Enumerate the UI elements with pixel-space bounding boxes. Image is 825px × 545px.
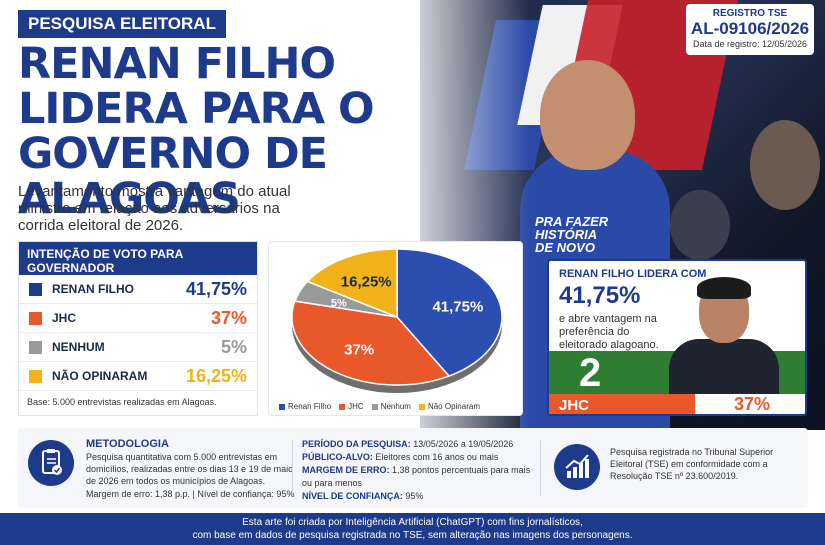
headline-line: LIDERA PARA O: [18, 84, 375, 134]
crowd-person: [750, 120, 820, 210]
legend-label: Renan Filho: [288, 402, 332, 411]
clipboard-icon: [28, 440, 74, 486]
pie-label: 41,75%: [432, 299, 483, 316]
color-swatch: [29, 369, 42, 383]
vote-row: NÃO OPINARAM 16,25%: [19, 362, 257, 391]
pie-slice: [396, 248, 503, 377]
vote-base-note: Base: 5.000 entrevistas realizadas em Al…: [27, 397, 217, 407]
detail-label: PÚBLICO-ALVO:: [302, 452, 373, 462]
vote-name: NENHUM: [52, 340, 105, 354]
methodology-text: Pesquisa quantitativa com 5.000 entrevis…: [86, 452, 294, 486]
rival-name: JHC: [549, 394, 695, 414]
pie-slice: [291, 300, 451, 386]
vote-row: NENHUM 5%: [19, 333, 257, 362]
rival-value: 37%: [695, 394, 805, 414]
legend-swatch: [371, 403, 378, 410]
headline-line: GOVERNO DE ALAGOAS: [18, 129, 328, 224]
footer-line: Esta arte foi criada por Inteligência Ar…: [242, 517, 583, 528]
vote-panel-header: INTENÇÃO DE VOTO PARA GOVERNADOR (ESTIMU…: [19, 242, 257, 284]
pie-slice: [306, 248, 398, 319]
pie-label: 16,25%: [341, 273, 392, 290]
candidate-head: [540, 60, 635, 170]
headline-line: RENAN FILHO: [18, 39, 336, 89]
legend-swatch: [279, 403, 285, 410]
legend-label: Nenhum: [380, 402, 411, 411]
headline: RENAN FILHO LIDERA PARA O GOVERNO DE ALA…: [18, 42, 438, 222]
leader-percent: 41,75%: [559, 282, 641, 309]
vote-row: RENAN FILHO 41,75%: [19, 275, 257, 304]
legend-item: Renan Filho: [279, 402, 331, 411]
leader-card: RENAN FILHO LIDERA COM 41,75% e abre van…: [547, 259, 807, 416]
shirt-line: HISTÓRIA: [535, 227, 598, 242]
pie-label: 37%: [344, 342, 374, 359]
detail-value: 95%: [405, 491, 424, 501]
vote-name: NÃO OPINARAM: [52, 369, 148, 383]
detail-line: MARGEM DE ERRO: 1,38 pontos percentuais …: [302, 464, 542, 490]
pie-legend: Renan Filho JHC Nenhum Não Opinaram: [279, 402, 480, 411]
vote-name: JHC: [52, 311, 77, 325]
pie-chart-panel: 41,75% 37% 5% 16,25% Renan Filho JHC Nenhum Nã…: [268, 241, 523, 416]
footer-line: com base em dados de pesquisa registrada…: [192, 530, 633, 541]
legend-swatch: [418, 403, 425, 410]
rival-hair: [697, 277, 751, 299]
color-swatch: [29, 311, 42, 325]
detail-label: NÍVEL DE CONFIANÇA:: [302, 491, 403, 501]
vote-value: 16,25%: [185, 365, 247, 386]
legend-label: JHC: [348, 402, 364, 411]
methodology-margin: Margem de erro: 1,38 p.p. | Nível de con…: [86, 489, 295, 499]
vote-intention-panel: INTENÇÃO DE VOTO PARA GOVERNADOR (ESTIMU…: [18, 241, 258, 416]
detail-value: 13/05/2026 a 19/05/2026: [413, 439, 514, 449]
vote-value: 37%: [210, 307, 247, 328]
tse-date: Data de registro: 12/05/2026: [692, 39, 808, 49]
crowd-person: [670, 190, 730, 260]
color-swatch: [29, 282, 42, 296]
detail-line: NÍVEL DE CONFIANÇA: 95%: [302, 490, 542, 503]
backdrop-number: 2: [579, 351, 602, 395]
color-swatch: [29, 340, 42, 354]
tse-registration-box: REGISTRO TSE AL-09106/2026 Data de regis…: [686, 4, 814, 55]
category-tag: PESQUISA ELEITORAL: [18, 10, 226, 38]
legend-item: JHC: [339, 402, 364, 411]
pie-chart: 41,75% 37% 5% 16,25%: [291, 248, 503, 393]
legend-item: Nenhum: [371, 402, 411, 411]
vote-value: 5%: [220, 336, 247, 357]
vote-panel-title: INTENÇÃO DE VOTO PARA GOVERNADOR: [27, 247, 183, 275]
legend-swatch: [339, 403, 346, 410]
rival-suit: [669, 339, 779, 399]
divider: [540, 440, 541, 496]
vote-row: JHC 37%: [19, 304, 257, 333]
shirt-line: PRA FAZER: [535, 214, 609, 229]
tse-note: Pesquisa registrada no Tribunal Superior…: [610, 447, 774, 481]
vote-value: 41,75%: [185, 278, 247, 299]
detail-label: PERÍODO DA PESQUISA:: [302, 439, 411, 449]
legend-label: Não Opinaram: [427, 402, 480, 411]
leader-title: RENAN FILHO LIDERA COM: [559, 268, 707, 280]
rival-bar: JHC 37%: [549, 394, 805, 414]
shirt-slogan: PRA FAZER HISTÓRIA DE NOVO: [535, 215, 608, 254]
detail-value: 1,38 pontos percentuais para mais ou par…: [302, 465, 531, 488]
vote-rows: RENAN FILHO 41,75% JHC 37% NENHUM 5% NÃO OPINA…: [19, 275, 257, 391]
shirt-line: DE NOVO: [535, 240, 595, 255]
legend-item: Não Opinaram: [418, 402, 480, 411]
info-strip: METODOLOGIA Pesquisa quantitativa com 5.…: [18, 428, 808, 508]
detail-value: Eleitores com 16 anos ou mais: [375, 452, 499, 462]
pie-label: 5%: [331, 297, 347, 309]
vote-name: RENAN FILHO: [52, 282, 134, 296]
divider: [292, 440, 293, 496]
leader-text: e abre vantagem na preferência do eleito…: [559, 313, 659, 351]
growth-chart-icon: [554, 444, 600, 490]
tse-label: REGISTRO TSE: [712, 8, 788, 19]
tse-number: AL-09106/2026: [690, 19, 810, 38]
detail-line: PERÍODO DA PESQUISA: 13/05/2026 a 19/05/…: [302, 438, 542, 451]
detail-label: MARGEM DE ERRO:: [302, 465, 390, 475]
detail-line: PÚBLICO-ALVO: Eleitores com 16 anos ou m…: [302, 451, 542, 464]
survey-details: PERÍODO DA PESQUISA: 13/05/2026 a 19/05/…: [302, 438, 542, 503]
methodology-title: METODOLOGIA: [86, 438, 169, 450]
subtitle: Levantamento mostra vantagem do atual mi…: [18, 183, 291, 234]
vote-panel-subtitle: (ESTIMULADA): [27, 275, 84, 284]
footer-disclaimer: Esta arte foi criada por Inteligência Ar…: [0, 513, 825, 545]
